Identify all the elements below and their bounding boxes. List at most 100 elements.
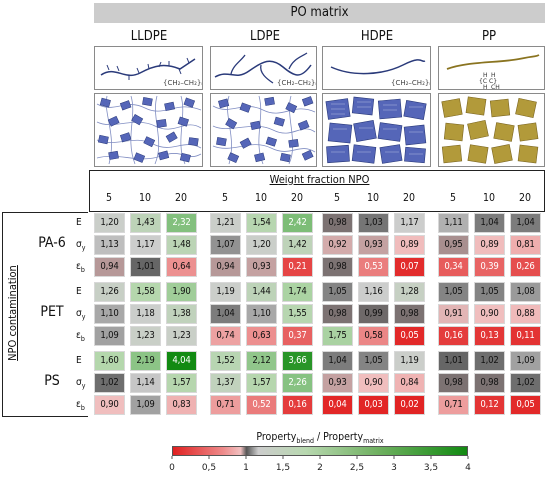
property-label: εb <box>76 399 85 412</box>
ratio-cell: 0,98 <box>322 304 353 324</box>
weight-fraction-label: 10 <box>138 192 152 204</box>
ratio-cell: 1,42 <box>282 235 313 255</box>
svg-text:H: H <box>483 72 488 79</box>
ratio-cell: 1,55 <box>282 304 313 324</box>
ratio-cell: 1,20 <box>94 213 125 233</box>
po-matrix-header: PO matrix <box>94 3 545 23</box>
ratio-cell: 1,26 <box>94 282 125 302</box>
ratio-cell: 1,05 <box>438 282 469 302</box>
ratio-cell: 0,26 <box>510 257 541 277</box>
ratio-cell: 0,84 <box>394 373 425 393</box>
ratio-cell: 1,21 <box>210 213 241 233</box>
ratio-cell: 2,19 <box>130 351 161 371</box>
ratio-cell: 0,94 <box>94 257 125 277</box>
ratio-cell: 0,90 <box>358 373 389 393</box>
ratio-cell: 0,03 <box>358 395 389 415</box>
contaminant-label: PET <box>40 304 64 320</box>
svg-text:{CH₂–CH₂}ₙ: {CH₂–CH₂}ₙ <box>277 79 316 87</box>
matrix-label-lldpe: LLDPE <box>130 29 168 44</box>
ratio-cell: 0,99 <box>358 304 389 324</box>
ratio-cell: 1,28 <box>394 282 425 302</box>
colorbar-tick-label: 0,5 <box>202 463 216 473</box>
ratio-cell: 1,38 <box>166 304 197 324</box>
ratio-cell: 0,93 <box>322 373 353 393</box>
weight-fraction-label: 5 <box>105 192 112 204</box>
ratio-cell: 0,74 <box>210 326 241 346</box>
ratio-cell: 1,13 <box>94 235 125 255</box>
ratio-cell: 1,10 <box>94 304 125 324</box>
ratio-cell: 0,39 <box>474 257 505 277</box>
ratio-cell: 1,44 <box>246 282 277 302</box>
svg-text:{CH₂–CH₂}ₙ: {CH₂–CH₂}ₙ <box>163 79 202 87</box>
property-label: εb <box>76 330 85 343</box>
ratio-cell: 1,10 <box>246 304 277 324</box>
ratio-cell: 0,16 <box>282 395 313 415</box>
ratio-cell: 0,13 <box>474 326 505 346</box>
weight-fraction-label: 20 <box>174 192 188 204</box>
ratio-cell: 1,11 <box>438 213 469 233</box>
ratio-cell: 1,01 <box>438 351 469 371</box>
ratio-cell: 0,83 <box>166 395 197 415</box>
ratio-cell: 1,04 <box>322 351 353 371</box>
colorbar-title: Propertyblend / Propertymatrix <box>256 431 384 446</box>
ratio-cell: 0,63 <box>246 326 277 346</box>
ratio-cell: 1,02 <box>474 351 505 371</box>
colorbar-tick-label: 4 <box>465 463 471 473</box>
weight-fraction-title: Weight fraction NPO <box>269 173 370 186</box>
ratio-cell: 3,66 <box>282 351 313 371</box>
ratio-cell: 1,90 <box>166 282 197 302</box>
weight-fraction-label: 10 <box>366 192 380 204</box>
ratio-cell: 1,04 <box>210 304 241 324</box>
ratio-cell: 1,58 <box>130 282 161 302</box>
ratio-cell: 0,07 <box>394 257 425 277</box>
ratio-cell: 1,03 <box>358 213 389 233</box>
weight-fraction-header-box <box>89 170 545 212</box>
ratio-cell: 0,89 <box>394 235 425 255</box>
hdpe-chain-icon: {CH₂–CH₂}ₙ <box>330 59 430 87</box>
property-label: εb <box>76 261 85 274</box>
ratio-cell: 0,21 <box>282 257 313 277</box>
weight-fraction-label: 5 <box>449 192 456 204</box>
pp-morphology-panel <box>438 93 545 167</box>
weight-fraction-label: 5 <box>221 192 228 204</box>
lldpe-chain-icon: {CH₂–CH₂}ₙ <box>100 57 202 87</box>
ratio-cell: 0,71 <box>438 395 469 415</box>
ratio-cell: 1,75 <box>322 326 353 346</box>
ratio-cell: 1,19 <box>210 282 241 302</box>
ratio-cell: 1,02 <box>510 373 541 393</box>
ratio-cell: 1,23 <box>166 326 197 346</box>
hdpe-chain-panel: {CH₂–CH₂}ₙ <box>322 46 431 90</box>
svg-text:{C: {C <box>479 78 487 85</box>
colorbar-tick-label: 1,5 <box>276 463 290 473</box>
ratio-cell: 0,52 <box>246 395 277 415</box>
ratio-cell: 1,08 <box>510 282 541 302</box>
ratio-cell: 1,20 <box>246 235 277 255</box>
property-label: σy <box>76 308 86 321</box>
contaminant-label: PA-6 <box>38 235 66 251</box>
property-label: σy <box>76 239 86 252</box>
ratio-cell: 1,48 <box>166 235 197 255</box>
colorbar-tick-label: 1 <box>243 463 249 473</box>
colorbar-tick-label: 3 <box>391 463 397 473</box>
ratio-cell: 2,26 <box>282 373 313 393</box>
ratio-cell: 1,54 <box>246 213 277 233</box>
ldpe-morphology-panel <box>210 93 317 167</box>
colorbar-tick-label: 3,5 <box>424 463 438 473</box>
property-label: E <box>76 217 82 228</box>
pp-morphology-icon <box>441 96 539 164</box>
contaminant-label: PS <box>44 373 60 389</box>
ratio-cell: 0,98 <box>394 304 425 324</box>
property-label: E <box>76 286 82 297</box>
ratio-cell: 0,90 <box>94 395 125 415</box>
lldpe-chain-panel: {CH₂–CH₂}ₙ <box>94 46 203 90</box>
ratio-cell: 0,91 <box>438 304 469 324</box>
ratio-cell: 1,05 <box>322 282 353 302</box>
ratio-cell: 1,07 <box>210 235 241 255</box>
ratio-cell: 1,60 <box>94 351 125 371</box>
ratio-cell: 0,34 <box>438 257 469 277</box>
ratio-cell: 0,93 <box>358 235 389 255</box>
weight-fraction-label: 20 <box>290 192 304 204</box>
ratio-cell: 1,16 <box>358 282 389 302</box>
